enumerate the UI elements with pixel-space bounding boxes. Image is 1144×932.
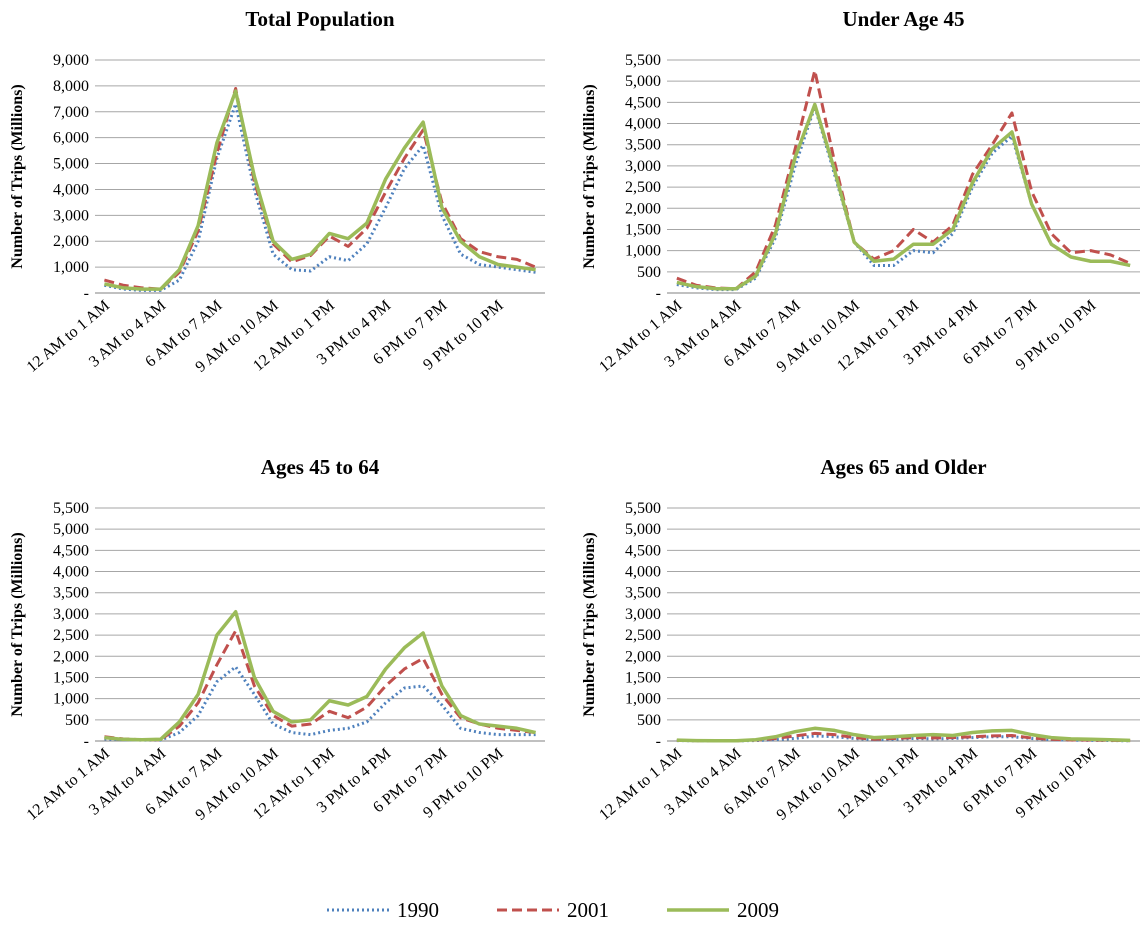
data-line bbox=[104, 665, 536, 742]
y-tick-label: 5,500 bbox=[625, 500, 661, 517]
y-axis-title: Number of Trips (Millions) bbox=[9, 532, 26, 716]
y-tick-label: 3,500 bbox=[53, 585, 89, 602]
y-tick-label: 5,000 bbox=[625, 521, 661, 538]
y-tick-label: 5,500 bbox=[53, 500, 89, 517]
legend-label: 2001 bbox=[567, 898, 609, 922]
y-tick-label: 4,000 bbox=[53, 181, 89, 198]
y-tick-label: 4,500 bbox=[625, 94, 661, 111]
y-tick-label: 500 bbox=[637, 264, 661, 281]
y-axis-title: Number of Trips (Millions) bbox=[581, 532, 598, 716]
y-tick-label: 5,500 bbox=[625, 52, 661, 69]
panel: Total Population Number of Trips (Million… bbox=[9, 7, 545, 376]
y-tick-label: 3,000 bbox=[625, 158, 661, 175]
y-tick-label: 4,000 bbox=[625, 116, 661, 133]
data-line bbox=[104, 102, 536, 292]
legend-label: 2009 bbox=[737, 898, 779, 922]
y-tick-label: 9,000 bbox=[53, 52, 89, 69]
y-tick-label: 1,500 bbox=[625, 669, 661, 686]
y-tick-label: 3,500 bbox=[625, 585, 661, 602]
chart-title: Ages 65 and Older bbox=[820, 455, 986, 479]
y-tick-label: 1,000 bbox=[625, 691, 661, 708]
y-tick-label: 4,000 bbox=[625, 564, 661, 581]
chart-title: Ages 45 to 64 bbox=[261, 455, 380, 479]
legend: 1990 2001 2009 bbox=[327, 898, 779, 922]
legend-label: 1990 bbox=[397, 898, 439, 922]
data-line bbox=[104, 629, 536, 742]
panel: Ages 45 to 64 Number of Trips (Millions) -… bbox=[9, 455, 545, 824]
y-tick-label: 1,000 bbox=[53, 259, 89, 276]
panel: Under Age 45 Number of Trips (Millions) - 5… bbox=[581, 7, 1140, 376]
y-tick-label: - bbox=[656, 285, 661, 302]
y-tick-label: 4,000 bbox=[53, 564, 89, 581]
data-line bbox=[676, 69, 1131, 291]
y-tick-label: 5,000 bbox=[53, 156, 89, 173]
y-tick-label: 1,000 bbox=[625, 243, 661, 260]
y-tick-label: 3,000 bbox=[53, 207, 89, 224]
y-tick-label: 2,500 bbox=[625, 627, 661, 644]
y-tick-label: 4,500 bbox=[625, 542, 661, 559]
y-tick-label: 3,000 bbox=[625, 606, 661, 623]
y-tick-label: 8,000 bbox=[53, 78, 89, 95]
y-tick-label: - bbox=[84, 285, 89, 302]
y-tick-label: 2,000 bbox=[53, 233, 89, 250]
data-line bbox=[676, 102, 1131, 291]
y-tick-label: 2,000 bbox=[625, 200, 661, 217]
y-tick-label: 7,000 bbox=[53, 104, 89, 121]
y-tick-label: 2,000 bbox=[625, 648, 661, 665]
y-tick-label: 5,000 bbox=[625, 73, 661, 90]
y-tick-label: 2,500 bbox=[53, 627, 89, 644]
y-tick-label: - bbox=[656, 733, 661, 750]
y-tick-label: - bbox=[84, 733, 89, 750]
data-line bbox=[104, 89, 536, 291]
y-tick-label: 3,500 bbox=[625, 137, 661, 154]
y-axis-title: Number of Trips (Millions) bbox=[9, 84, 26, 268]
y-tick-label: 1,500 bbox=[625, 221, 661, 238]
y-axis-title: Number of Trips (Millions) bbox=[581, 84, 598, 268]
data-line bbox=[676, 726, 1131, 743]
data-line bbox=[676, 105, 1131, 292]
y-tick-label: 500 bbox=[637, 712, 661, 729]
y-tick-label: 500 bbox=[65, 712, 89, 729]
y-tick-label: 1,500 bbox=[53, 669, 89, 686]
y-tick-label: 3,000 bbox=[53, 606, 89, 623]
y-tick-label: 2,500 bbox=[625, 179, 661, 196]
y-tick-label: 1,000 bbox=[53, 691, 89, 708]
chart-title: Total Population bbox=[245, 7, 395, 31]
data-line bbox=[104, 610, 537, 742]
y-tick-label: 2,000 bbox=[53, 648, 89, 665]
y-tick-label: 5,000 bbox=[53, 521, 89, 538]
y-tick-label: 4,500 bbox=[53, 542, 89, 559]
y-tick-label: 6,000 bbox=[53, 130, 89, 147]
panel: Ages 65 and Older Number of Trips (Millio… bbox=[581, 455, 1140, 824]
chart-title: Under Age 45 bbox=[842, 7, 964, 31]
